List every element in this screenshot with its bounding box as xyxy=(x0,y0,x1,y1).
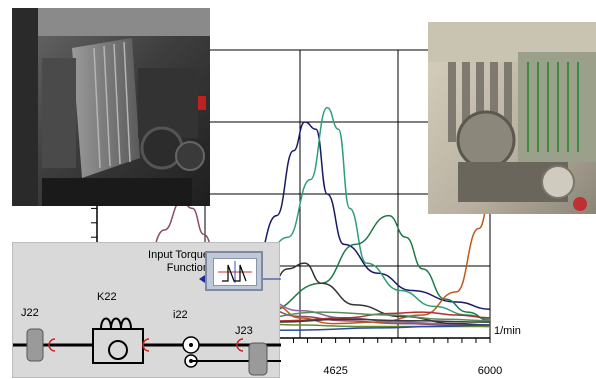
x-axis-label: 1/min xyxy=(494,325,521,337)
j22-inertia-icon xyxy=(26,328,44,362)
input-torque-label: Input Torque Function xyxy=(109,249,209,275)
x-tick-label: 6000 xyxy=(478,365,502,377)
input-arrow-icon xyxy=(199,275,205,283)
input-torque-function-block[interactable] xyxy=(205,251,263,291)
torque-function-icon xyxy=(213,258,257,286)
input-torque-label-line2: Function xyxy=(166,262,209,274)
drivetrain-schematic: Input Torque Function xyxy=(12,242,281,378)
x-tick-label: 4625 xyxy=(323,365,347,377)
coupling-icon xyxy=(48,338,244,352)
input-torque-label-line1: Input Torque xyxy=(148,249,209,261)
k22-label: K22 xyxy=(97,291,117,303)
j22-label: J22 xyxy=(21,307,39,319)
schematic-drawing xyxy=(13,275,281,376)
engine-photo xyxy=(12,8,210,206)
k22-spring-icon xyxy=(92,317,144,364)
gearbox-photo xyxy=(428,22,596,214)
i22-label: i22 xyxy=(173,309,188,321)
j23-inertia-icon xyxy=(248,342,268,376)
j23-label: J23 xyxy=(235,325,253,337)
